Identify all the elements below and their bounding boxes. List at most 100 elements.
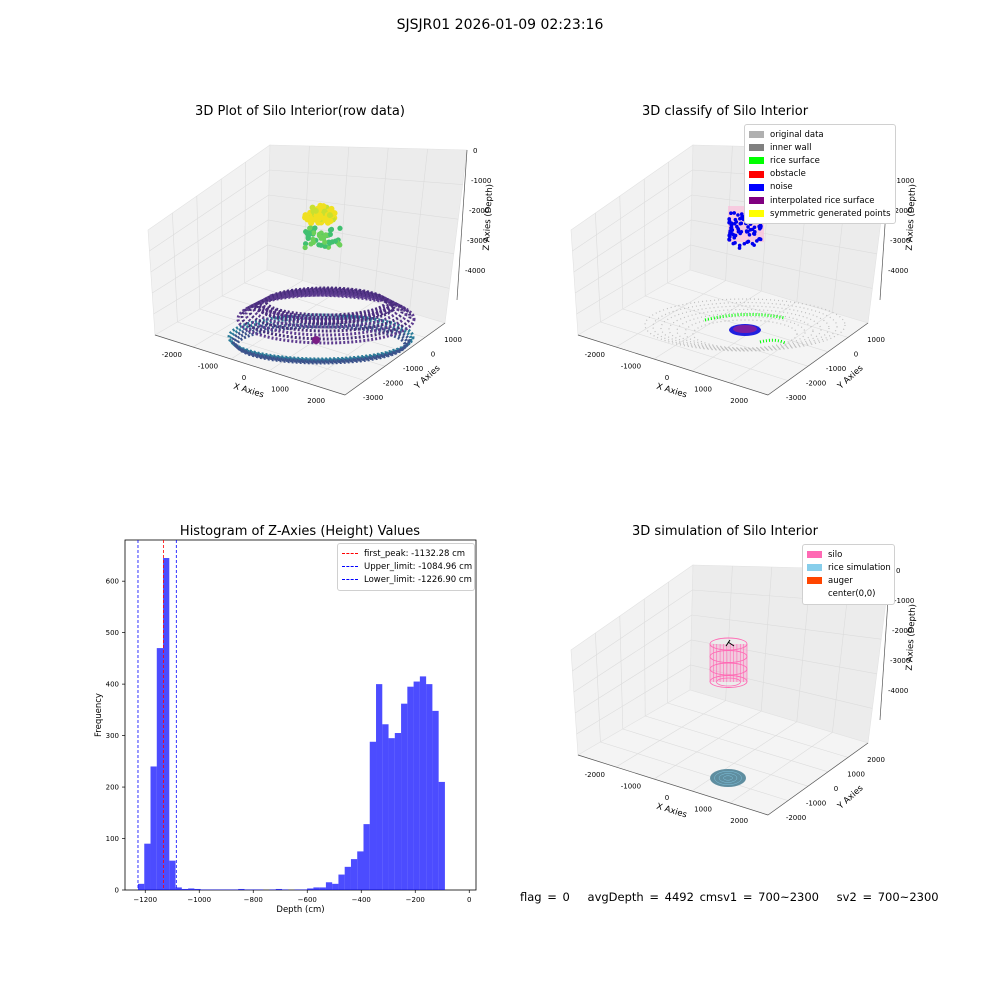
histogram-bar — [413, 681, 420, 890]
x-tick-label: -2000 — [162, 351, 182, 359]
noise-point — [752, 232, 757, 236]
noise-point — [736, 229, 741, 234]
histogram-bar — [432, 710, 439, 890]
histogram-legend-entry: Upper_limit: -1084.96 cm — [342, 560, 472, 573]
noise-point — [727, 220, 731, 225]
z-tick-label: -2000 — [892, 207, 912, 215]
histogram-legend-line — [342, 579, 358, 581]
y-tick-label: -1000 — [806, 799, 826, 807]
panel2-legend-entry: rice surface — [749, 154, 891, 167]
panel2-legend-entry: interpolated rice surface — [749, 194, 891, 207]
grid-line — [615, 700, 726, 768]
y-axis-line — [767, 742, 869, 816]
panel2-legend-swatch — [749, 170, 764, 178]
data-point — [312, 336, 320, 344]
y-tick-label: 1000 — [867, 336, 885, 344]
histogram-bar — [231, 889, 239, 890]
histogram-bar — [213, 889, 220, 890]
grid-line — [653, 290, 762, 360]
panel2-legend-entry: inner wall — [749, 141, 891, 154]
panel2-title: 3D classify of Silo Interior — [641, 104, 809, 119]
y-tick-label: 300 — [106, 732, 119, 740]
panel4-legend-label: center(0,0) — [828, 589, 876, 600]
histogram-bar — [181, 888, 189, 890]
grid-line — [306, 312, 410, 384]
noise-point — [730, 232, 734, 236]
original-data-ring — [652, 301, 838, 352]
grid-line — [600, 321, 789, 381]
histogram-bar — [325, 882, 333, 890]
data-point — [310, 236, 316, 242]
x-tick-label: 0 — [665, 374, 669, 382]
histogram-bar — [244, 889, 251, 890]
interpolated-center — [733, 325, 757, 333]
grid-line — [619, 195, 624, 310]
panel2-legend-swatch — [749, 157, 764, 165]
grid-line — [409, 148, 428, 313]
panel2-legend-label: symmetric generated points — [770, 208, 891, 219]
histogram-bar — [369, 741, 377, 890]
x-axis-label: X Axies — [655, 802, 688, 821]
data-point — [316, 233, 323, 239]
data-point — [308, 220, 315, 227]
noise-point — [737, 246, 742, 250]
rice-simulation-ring — [714, 771, 742, 785]
grid-line — [373, 147, 389, 302]
histogram-bar — [307, 888, 314, 890]
panel4-legend-label: rice simulation — [828, 562, 891, 573]
status-line: flag = 0 avgDepth = 4492 cmsv1 = 700~230… — [520, 890, 951, 904]
grid-line — [691, 301, 797, 372]
histogram-legend-label: Lower_limit: -1226.90 cm — [364, 574, 472, 585]
panel4-title: 3D simulation of Silo Interior — [632, 524, 818, 539]
noise-point — [727, 233, 731, 238]
panel2-legend: original data inner wall rice surface obsta… — [744, 124, 896, 225]
panel2-legend-label: inner wall — [770, 142, 812, 153]
x-axis-label: Depth (cm) — [276, 905, 324, 915]
rice-simulation-ring — [723, 775, 733, 781]
grid-line — [244, 161, 246, 284]
histogram-bar — [282, 889, 289, 890]
x-tick-label: −1000 — [187, 896, 211, 904]
histogram-bar — [175, 887, 182, 890]
panel2-legend-swatch — [749, 210, 764, 218]
data-point — [327, 231, 333, 237]
y-tick-label: 1000 — [444, 336, 462, 344]
x-tick-label: 0 — [665, 794, 669, 802]
z-tick-label: -1000 — [894, 177, 914, 185]
panel4-legend-swatch — [807, 591, 822, 598]
grid-line — [220, 178, 223, 297]
x-tick-label: 0 — [242, 374, 246, 382]
data-band — [253, 301, 397, 325]
noise-point — [736, 213, 740, 217]
x-axis-line — [577, 334, 769, 396]
panel2-legend-entry: noise — [749, 181, 891, 194]
grid-line — [196, 195, 201, 310]
y-axis-label: Frequency — [94, 693, 104, 737]
y-tick-label: 0 — [431, 351, 435, 359]
histogram-legend-label: first_peak: -1132.28 cm — [364, 548, 466, 559]
panel2-legend-label: interpolated rice surface — [770, 195, 875, 206]
data-point — [328, 226, 335, 232]
data-point — [316, 242, 322, 248]
x-axis-line — [154, 334, 346, 396]
grid-line — [573, 614, 882, 693]
histogram-bar — [144, 843, 151, 890]
data-ring — [252, 289, 400, 329]
data-point — [302, 241, 309, 247]
histogram-bar — [388, 738, 395, 890]
avg-depth-text: avgDepth = 4492 cmsv1 = 700~2300 — [587, 890, 820, 904]
histogram-bar — [344, 866, 351, 890]
noise-point — [727, 217, 731, 222]
histogram-bar — [401, 703, 408, 890]
y-tick-label: -2000 — [786, 814, 806, 822]
panel4-legend-entry: silo — [807, 548, 890, 561]
y-tick-label: -3000 — [786, 394, 806, 402]
x-tick-label: 1000 — [271, 385, 289, 393]
noise-point — [750, 241, 755, 246]
y-tick-label: 500 — [106, 629, 119, 637]
x-tick-label: -2000 — [585, 771, 605, 779]
grid-line — [667, 161, 669, 284]
histogram-bar — [363, 824, 370, 890]
x-tick-label: 1000 — [694, 385, 712, 393]
original-data-ring — [660, 305, 830, 351]
